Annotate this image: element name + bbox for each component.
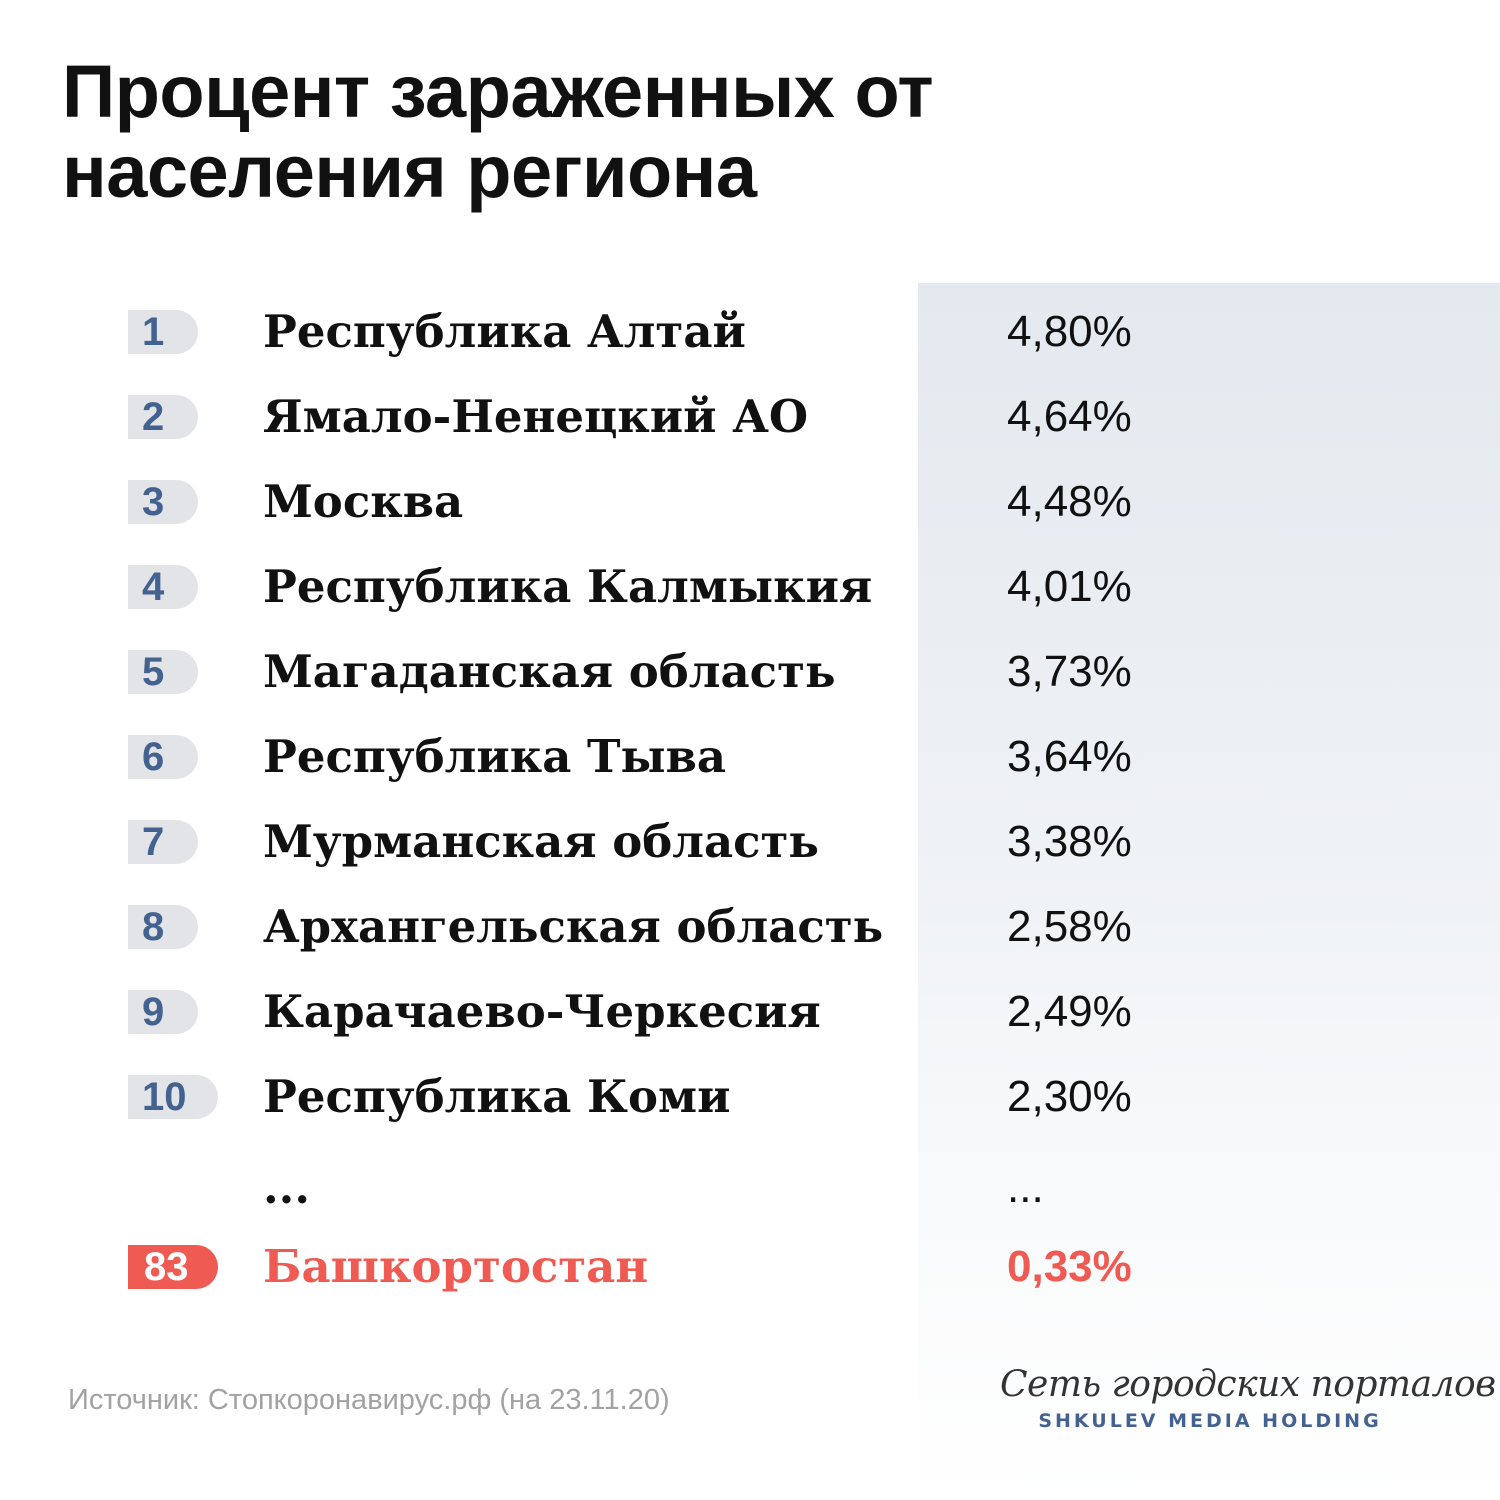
ranking-row: 4 Республика Калмыкия 4,01% <box>0 551 1500 621</box>
highlighted-region-row: 83 Башкортостан 0,33% <box>0 1231 1500 1301</box>
region-name: Карачаево-Черкесия <box>263 985 821 1038</box>
rank-badge: 1 <box>128 310 198 354</box>
rank-badge: 6 <box>128 735 198 779</box>
region-percent: 4,01% <box>1007 562 1132 611</box>
ranking-row: 6 Республика Тыва 3,64% <box>0 721 1500 791</box>
rank-badge: 3 <box>128 480 198 524</box>
values-background-panel <box>918 283 1500 1500</box>
region-name: Республика Тыва <box>263 730 727 783</box>
brand-subtitle: SHKULEV MEDIA HOLDING <box>1038 1410 1382 1432</box>
region-ellipsis: ... <box>263 1161 310 1214</box>
source-note: Источник: Стопкоронавирус.рф (на 23.11.2… <box>68 1384 670 1416</box>
region-name: Республика Коми <box>263 1070 731 1123</box>
rank-badge: 4 <box>128 565 198 609</box>
region-name: Москва <box>263 475 464 528</box>
brand-script-text: Сеть городских порталов <box>1000 1364 1496 1405</box>
region-percent: 2,58% <box>1007 902 1132 951</box>
ranking-row: 7 Мурманская область 3,38% <box>0 806 1500 876</box>
ranking-row: 5 Магаданская область 3,73% <box>0 636 1500 706</box>
region-percent: 3,38% <box>1007 817 1132 866</box>
rank-badge: 8 <box>128 905 198 949</box>
region-name: Архангельская область <box>263 900 884 953</box>
value-ellipsis: ... <box>1007 1163 1044 1212</box>
rank-badge: 2 <box>128 395 198 439</box>
ranking-row: 2 Ямало-Ненецкий АО 4,64% <box>0 381 1500 451</box>
page-title: Процент зараженных от населения региона <box>62 50 934 213</box>
region-name: Мурманская область <box>263 815 819 868</box>
region-percent: 2,30% <box>1007 1072 1132 1121</box>
region-percent: 4,80% <box>1007 307 1132 356</box>
ranking-row: 9 Карачаево-Черкесия 2,49% <box>0 976 1500 1046</box>
rank-badge: 5 <box>128 650 198 694</box>
region-name: Ямало-Ненецкий АО <box>263 390 809 443</box>
rank-badge: 83 <box>128 1245 218 1289</box>
region-name: Магаданская область <box>263 645 836 698</box>
region-name: Республика Калмыкия <box>263 560 873 613</box>
region-percent: 4,64% <box>1007 392 1132 441</box>
brand-logo: Сеть городских порталов SHKULEV MEDIA HO… <box>1000 1362 1496 1432</box>
region-percent: 4,48% <box>1007 477 1132 526</box>
region-percent: 0,33% <box>1007 1242 1132 1291</box>
ranking-row: 10 Республика Коми 2,30% <box>0 1061 1500 1131</box>
region-name: Башкортостан <box>263 1240 649 1293</box>
ranking-row: 8 Архангельская область 2,58% <box>0 891 1500 961</box>
rank-badge: 9 <box>128 990 198 1034</box>
region-percent: 3,64% <box>1007 732 1132 781</box>
ranking-row: 1 Республика Алтай 4,80% <box>0 296 1500 366</box>
ellipsis-row: ... ... <box>0 1158 1500 1228</box>
rank-badge: 7 <box>128 820 198 864</box>
rank-badge: 10 <box>128 1075 218 1119</box>
region-percent: 2,49% <box>1007 987 1132 1036</box>
ranking-row: 3 Москва 4,48% <box>0 466 1500 536</box>
region-percent: 3,73% <box>1007 647 1132 696</box>
region-name: Республика Алтай <box>263 305 746 358</box>
